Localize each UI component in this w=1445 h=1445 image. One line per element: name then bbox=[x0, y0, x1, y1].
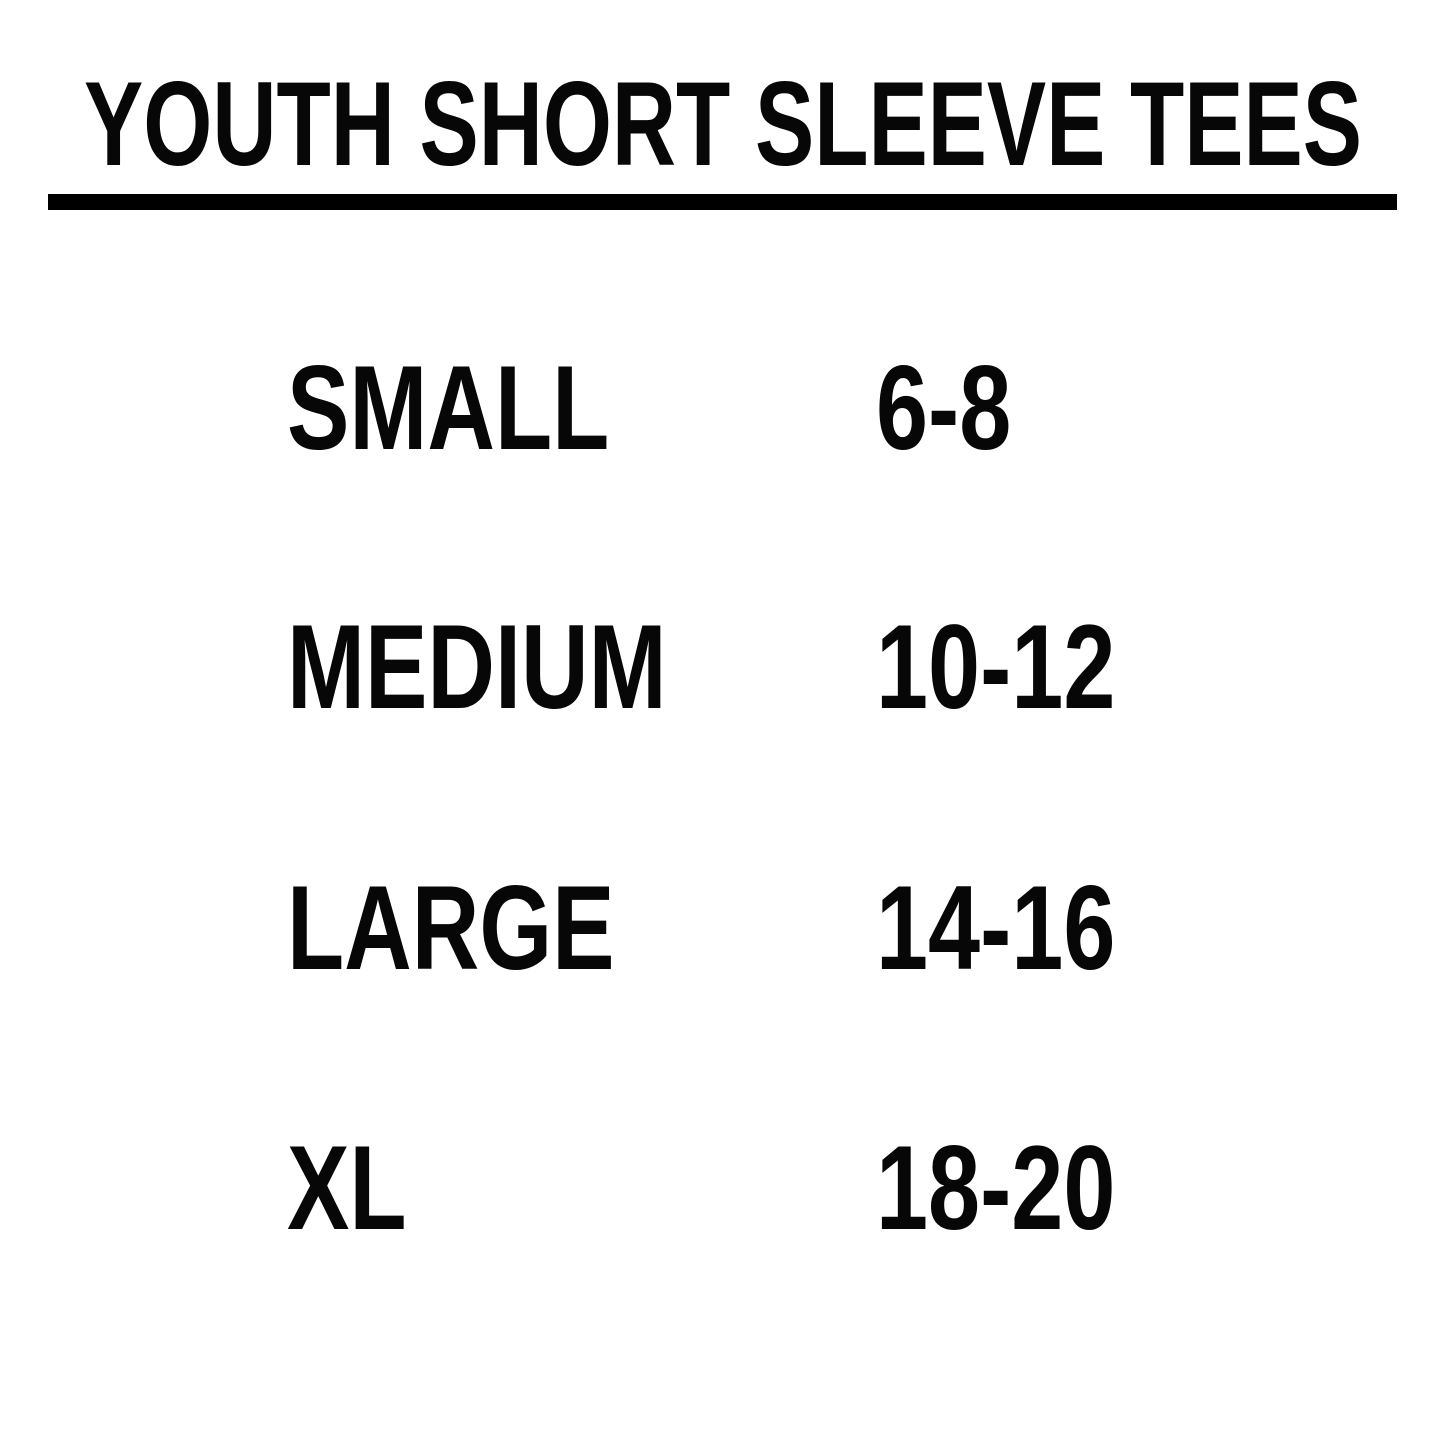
chart-title-text: YOUTH SHORT SLEEVE TEES bbox=[83, 57, 1362, 191]
size-range: 14-16 bbox=[876, 861, 1116, 995]
size-range: 6-8 bbox=[876, 341, 1012, 475]
chart-title: YOUTH SHORT SLEEVE TEES bbox=[0, 64, 1445, 194]
size-label: SMALL bbox=[287, 341, 610, 475]
size-range: 10-12 bbox=[876, 600, 1116, 734]
size-label: XL bbox=[287, 1121, 407, 1255]
size-row-medium: MEDIUM 10-12 bbox=[0, 607, 1445, 737]
size-row-small: SMALL 6-8 bbox=[0, 348, 1445, 478]
size-range: 18-20 bbox=[876, 1121, 1116, 1255]
size-label: MEDIUM bbox=[287, 600, 667, 734]
title-underline bbox=[48, 194, 1397, 210]
size-row-xl: XL 18-20 bbox=[0, 1128, 1445, 1258]
size-label: LARGE bbox=[287, 861, 615, 995]
size-row-large: LARGE 14-16 bbox=[0, 868, 1445, 998]
